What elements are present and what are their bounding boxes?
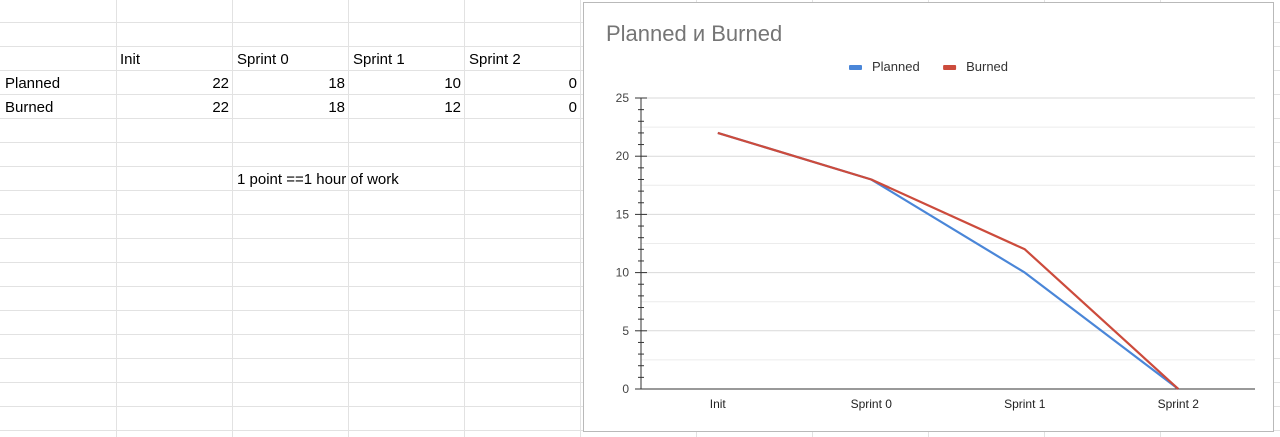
x-tick-label: Init bbox=[710, 397, 727, 411]
x-tick-label: Sprint 0 bbox=[851, 397, 893, 411]
planned-sprint-1-cell[interactable]: 10 bbox=[444, 75, 461, 92]
header-cell-sprint-2[interactable]: Sprint 2 bbox=[469, 51, 521, 68]
header-cell-init[interactable]: Init bbox=[120, 51, 141, 68]
y-tick-label: 15 bbox=[616, 207, 630, 221]
series-line-planned bbox=[717, 131, 1179, 390]
header-cell-sprint-0[interactable]: Sprint 0 bbox=[237, 51, 289, 68]
row-label-planned[interactable]: Planned bbox=[5, 75, 61, 92]
grid-column-line bbox=[116, 0, 117, 437]
x-tick-label: Sprint 2 bbox=[1158, 397, 1200, 411]
legend-swatch-planned bbox=[849, 65, 862, 70]
grid-column-line bbox=[348, 0, 349, 437]
burned-sprint-2-cell[interactable]: 0 bbox=[568, 99, 577, 116]
header-cell-sprint-1[interactable]: Sprint 1 bbox=[353, 51, 405, 68]
legend-swatch-burned bbox=[943, 65, 957, 70]
legend-label-burned: Burned bbox=[966, 59, 1008, 74]
note-cell[interactable]: 1 point ==1 hour of work bbox=[237, 171, 399, 188]
burned-sprint-0-cell[interactable]: 18 bbox=[328, 99, 345, 116]
chart-title: Planned и Burned bbox=[606, 21, 783, 46]
grid-column-line bbox=[232, 0, 233, 437]
burned-init-cell[interactable]: 22 bbox=[212, 99, 229, 116]
series-line-burned bbox=[717, 131, 1180, 390]
chart-panel[interactable]: Planned и Burned 0 5 10 15 20 25 Init Sprint 0 S… bbox=[583, 2, 1274, 432]
y-tick-label: 25 bbox=[616, 91, 630, 105]
y-tick-label: 0 bbox=[622, 382, 629, 396]
planned-init-cell[interactable]: 22 bbox=[212, 75, 229, 92]
planned-sprint-2-cell[interactable]: 0 bbox=[568, 75, 577, 92]
grid-column-line bbox=[464, 0, 465, 437]
y-tick-label: 10 bbox=[616, 266, 630, 280]
x-tick-label: Sprint 1 bbox=[1004, 397, 1046, 411]
grid-column-line bbox=[580, 0, 581, 437]
burned-sprint-1-cell[interactable]: 12 bbox=[444, 99, 461, 116]
line-chart: 0 5 10 15 20 25 Init Sprint 0 Sprint 1 Sprint 2 Pl… bbox=[616, 59, 1255, 411]
y-tick-label: 5 bbox=[622, 324, 629, 338]
row-label-burned[interactable]: Burned bbox=[5, 99, 54, 116]
y-tick-label: 20 bbox=[616, 149, 630, 163]
legend-label-planned: Planned bbox=[872, 59, 920, 74]
planned-sprint-0-cell[interactable]: 18 bbox=[328, 75, 345, 92]
